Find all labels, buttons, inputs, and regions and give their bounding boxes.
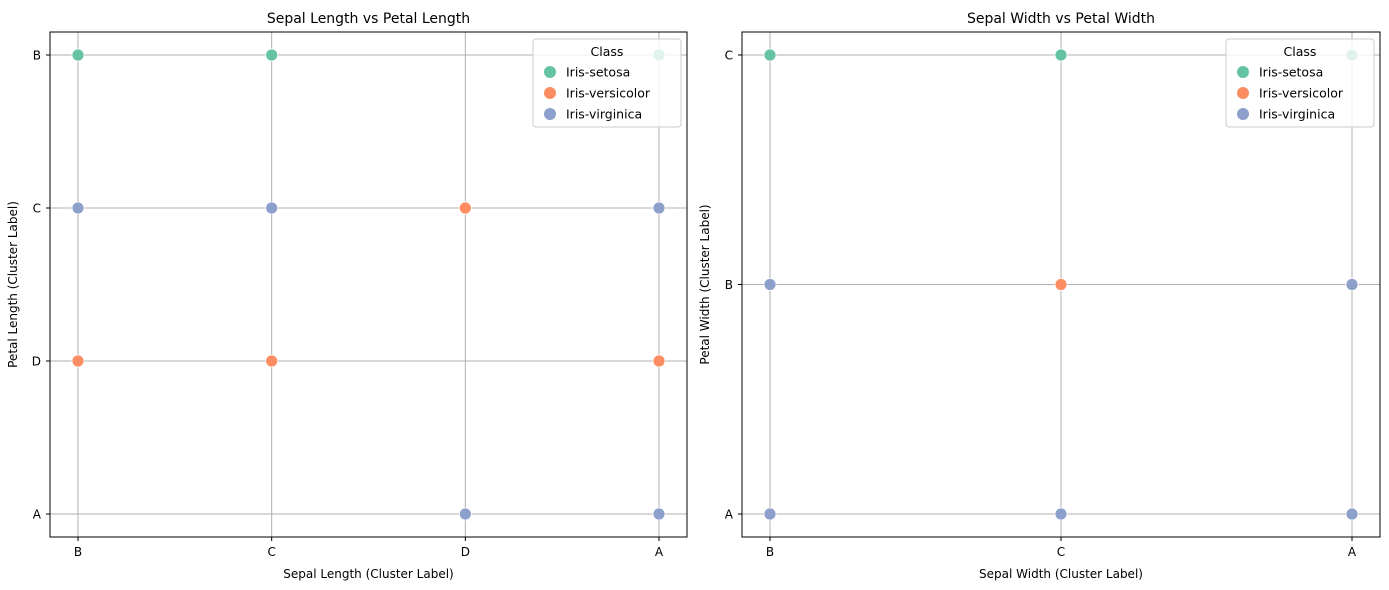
legend-marker xyxy=(1237,108,1249,120)
legend-marker xyxy=(1237,66,1249,78)
y-tick-label: C xyxy=(725,49,733,63)
point-iris-virginica xyxy=(1345,278,1359,291)
y-tick-label: C xyxy=(33,202,41,216)
point-iris-setosa xyxy=(265,48,279,62)
point-iris-setosa xyxy=(71,48,85,62)
chart-title: Sepal Length vs Petal Length xyxy=(267,11,470,27)
plot-frame xyxy=(49,31,688,538)
legend: Class Iris-setosa Iris-versicolor Iris-virg… xyxy=(1225,38,1375,128)
point-iris-virginica xyxy=(265,201,279,215)
legend-label: Iris-versicolor xyxy=(566,86,651,101)
point-iris-virginica xyxy=(652,201,666,215)
point-iris-virginica xyxy=(1345,507,1359,521)
point-iris-virginica xyxy=(1054,507,1068,521)
legend-title: Class xyxy=(1284,44,1317,59)
legend-title: Class xyxy=(591,44,624,59)
point-iris-virginica xyxy=(652,507,666,521)
y-tick-label: D xyxy=(32,355,41,369)
chart-panel-left: B C D A A D C B Sepal Length vs Petal Length Sepa… xyxy=(6,11,688,581)
legend-label: Iris-setosa xyxy=(1259,65,1323,80)
legend-marker xyxy=(544,87,556,99)
point-iris-setosa xyxy=(1054,48,1068,62)
x-tick-label: C xyxy=(267,545,275,559)
point-iris-virginica xyxy=(763,507,777,521)
point-iris-versicolor xyxy=(458,201,472,215)
legend-label: Iris-versicolor xyxy=(1259,86,1344,101)
legend-marker xyxy=(544,66,556,78)
x-tick-label: B xyxy=(766,545,774,559)
point-iris-versicolor xyxy=(71,354,85,368)
y-tick-label: B xyxy=(725,278,733,292)
legend-label: Iris-virginica xyxy=(566,107,642,122)
legend-label: Iris-setosa xyxy=(566,65,630,80)
chart-panel-right: B C A A B C Sepal Width vs Petal Width Sepal Wi… xyxy=(698,11,1381,581)
y-tick-label: B xyxy=(33,49,41,63)
y-tick-label: A xyxy=(725,508,734,522)
point-iris-setosa xyxy=(763,48,777,62)
x-tick-label: A xyxy=(1348,545,1357,559)
point-iris-virginica xyxy=(763,278,777,291)
x-tick-label: B xyxy=(74,545,82,559)
x-tick-label: D xyxy=(461,545,470,559)
legend-box xyxy=(532,38,682,128)
y-axis-label: Petal Width (Cluster Label) xyxy=(698,204,712,364)
x-axis-label: Sepal Width (Cluster Label) xyxy=(979,567,1143,581)
y-tick-label: A xyxy=(33,508,42,522)
legend: Class Iris-setosa Iris-versicolor Iris-virg… xyxy=(532,38,682,128)
x-tick-label: C xyxy=(1057,545,1065,559)
x-axis-label: Sepal Length (Cluster Label) xyxy=(283,567,453,581)
legend-box xyxy=(1225,38,1375,128)
legend-label: Iris-virginica xyxy=(1259,107,1335,122)
y-axis-label: Petal Length (Cluster Label) xyxy=(6,201,20,368)
point-iris-versicolor xyxy=(652,354,666,368)
chart-title: Sepal Width vs Petal Width xyxy=(967,11,1155,27)
point-iris-virginica xyxy=(71,201,85,215)
point-iris-versicolor xyxy=(265,354,279,368)
x-tick-label: A xyxy=(655,545,664,559)
point-iris-virginica xyxy=(458,507,472,521)
point-iris-versicolor xyxy=(1054,278,1068,291)
legend-marker xyxy=(544,108,556,120)
legend-marker xyxy=(1237,87,1249,99)
